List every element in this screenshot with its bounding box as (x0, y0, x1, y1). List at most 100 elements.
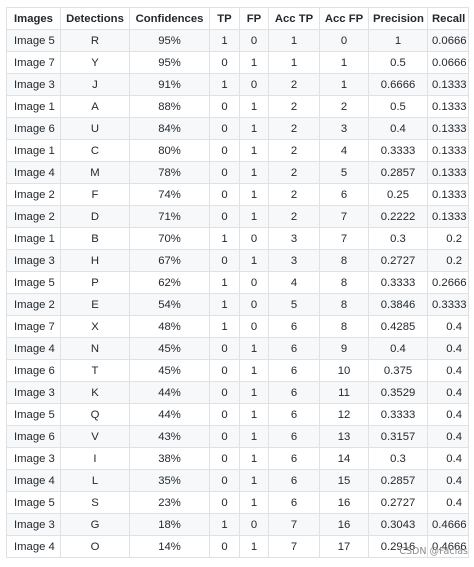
acc-fp-cell: 8 (319, 271, 369, 294)
table-row: Image 5 R 95% 1 0 1 0 1 0.0666 (6, 29, 469, 52)
recall-cell: 0.4 (427, 491, 469, 514)
acc-tp-cell: 4 (268, 271, 320, 294)
recall-cell: 0.4 (427, 337, 469, 360)
detection-cell: R (60, 29, 130, 52)
acc-fp-cell: 6 (319, 183, 369, 206)
detection-cell: E (60, 293, 130, 316)
table-row: Image 3 J 91% 1 0 2 1 0.6666 0.1333 (6, 73, 469, 96)
acc-tp-cell: 2 (268, 95, 320, 118)
image-cell: Image 4 (6, 337, 61, 360)
fp-cell: 1 (239, 469, 269, 492)
fp-cell: 1 (239, 95, 269, 118)
acc-fp-cell: 5 (319, 161, 369, 184)
fp-cell: 1 (239, 249, 269, 272)
recall-cell: 0.0666 (427, 29, 469, 52)
precision-cell: 0.2857 (368, 161, 428, 184)
precision-cell: 0.3333 (368, 271, 428, 294)
header-confidences: Confidences (129, 7, 210, 30)
detection-cell: M (60, 161, 130, 184)
confidence-cell: 14% (129, 535, 210, 558)
detection-cell: D (60, 205, 130, 228)
recall-cell: 0.4 (427, 469, 469, 492)
precision-cell: 0.3846 (368, 293, 428, 316)
header-acc-tp: Acc TP (268, 7, 320, 30)
table-row: Image 5 Q 44% 0 1 6 12 0.3333 0.4 (6, 403, 469, 426)
acc-fp-cell: 15 (319, 469, 369, 492)
precision-cell: 0.25 (368, 183, 428, 206)
tp-cell: 0 (209, 95, 240, 118)
confidence-cell: 35% (129, 469, 210, 492)
image-cell: Image 6 (6, 425, 61, 448)
image-cell: Image 7 (6, 315, 61, 338)
acc-tp-cell: 3 (268, 227, 320, 250)
detection-cell: P (60, 271, 130, 294)
header-detections: Detections (60, 7, 130, 30)
image-cell: Image 4 (6, 161, 61, 184)
precision-cell: 0.5 (368, 95, 428, 118)
precision-cell: 0.3 (368, 227, 428, 250)
precision-cell: 0.3333 (368, 139, 428, 162)
tp-cell: 0 (209, 447, 240, 470)
recall-cell: 0.1333 (427, 73, 469, 96)
detection-cell: I (60, 447, 130, 470)
acc-tp-cell: 3 (268, 249, 320, 272)
acc-tp-cell: 6 (268, 491, 320, 514)
table-row: Image 2 E 54% 1 0 5 8 0.3846 0.3333 (6, 293, 469, 316)
acc-tp-cell: 6 (268, 469, 320, 492)
header-fp: FP (239, 7, 269, 30)
confidence-cell: 84% (129, 117, 210, 140)
table-row: Image 6 T 45% 0 1 6 10 0.375 0.4 (6, 359, 469, 382)
recall-cell: 0.4666 (427, 535, 469, 558)
recall-cell: 0.4 (427, 425, 469, 448)
recall-cell: 0.1333 (427, 139, 469, 162)
acc-tp-cell: 2 (268, 139, 320, 162)
recall-cell: 0.2 (427, 249, 469, 272)
fp-cell: 1 (239, 337, 269, 360)
table-row: Image 4 N 45% 0 1 6 9 0.4 0.4 (6, 337, 469, 360)
confidence-cell: 62% (129, 271, 210, 294)
table-row: Image 6 U 84% 0 1 2 3 0.4 0.1333 (6, 117, 469, 140)
acc-fp-cell: 2 (319, 95, 369, 118)
acc-fp-cell: 1 (319, 51, 369, 74)
image-cell: Image 3 (6, 73, 61, 96)
recall-cell: 0.4666 (427, 513, 469, 536)
tp-cell: 1 (209, 293, 240, 316)
detection-cell: S (60, 491, 130, 514)
table-row: Image 2 F 74% 0 1 2 6 0.25 0.1333 (6, 183, 469, 206)
detection-cell: O (60, 535, 130, 558)
acc-fp-cell: 14 (319, 447, 369, 470)
acc-tp-cell: 2 (268, 117, 320, 140)
fp-cell: 1 (239, 425, 269, 448)
confidence-cell: 95% (129, 51, 210, 74)
detection-cell: H (60, 249, 130, 272)
acc-fp-cell: 1 (319, 73, 369, 96)
confidence-cell: 88% (129, 95, 210, 118)
table-row: Image 3 G 18% 1 0 7 16 0.3043 0.4666 (6, 513, 469, 536)
acc-fp-cell: 17 (319, 535, 369, 558)
acc-tp-cell: 6 (268, 381, 320, 404)
table-row: Image 5 P 62% 1 0 4 8 0.3333 0.2666 (6, 271, 469, 294)
confidence-cell: 91% (129, 73, 210, 96)
confidence-cell: 38% (129, 447, 210, 470)
acc-fp-cell: 12 (319, 403, 369, 426)
fp-cell: 1 (239, 183, 269, 206)
recall-cell: 0.1333 (427, 205, 469, 228)
detection-cell: Q (60, 403, 130, 426)
detection-cell: Y (60, 51, 130, 74)
header-acc-fp: Acc FP (319, 7, 369, 30)
acc-fp-cell: 10 (319, 359, 369, 382)
table-row: Image 1 C 80% 0 1 2 4 0.3333 0.1333 (6, 139, 469, 162)
recall-cell: 0.2666 (427, 271, 469, 294)
image-cell: Image 1 (6, 95, 61, 118)
acc-tp-cell: 2 (268, 183, 320, 206)
watermark: CSDN @Facias (399, 546, 468, 557)
detection-cell: J (60, 73, 130, 96)
fp-cell: 1 (239, 491, 269, 514)
precision-cell: 0.3157 (368, 425, 428, 448)
fp-cell: 1 (239, 117, 269, 140)
acc-fp-cell: 7 (319, 227, 369, 250)
precision-cell: 0.3 (368, 447, 428, 470)
image-cell: Image 4 (6, 535, 61, 558)
tp-cell: 0 (209, 183, 240, 206)
image-cell: Image 5 (6, 403, 61, 426)
